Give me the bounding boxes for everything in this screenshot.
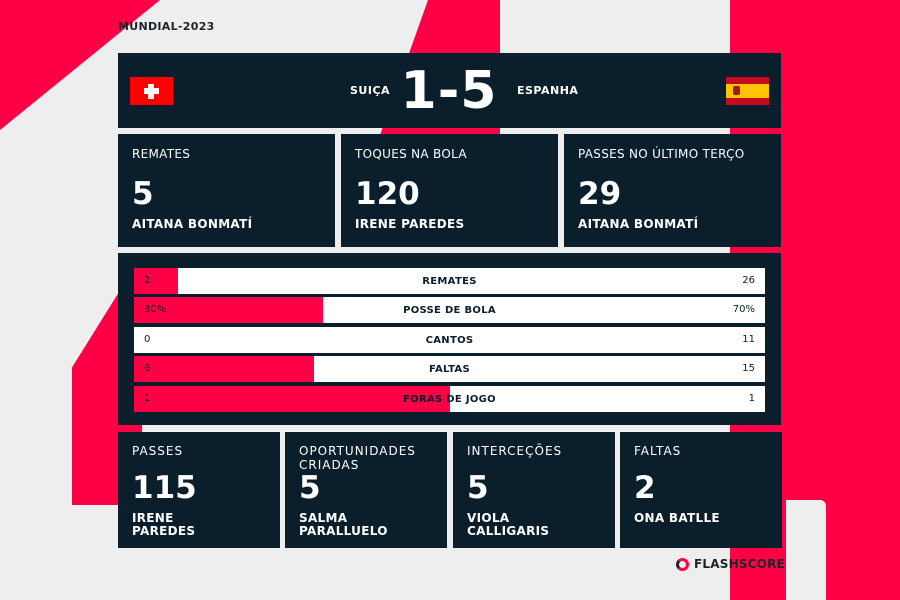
stat-name: FALTAS: [429, 364, 470, 375]
leader-player: IRENE PAREDES: [355, 217, 465, 231]
leader-value: 115: [132, 470, 197, 506]
leader-card-touches: TOQUES NA BOLA 120 IRENE PAREDES: [341, 134, 558, 247]
leader-value: 5: [132, 176, 154, 212]
leader-value: 5: [299, 470, 321, 506]
leader-label: PASSES NO ÚLTIMO TERÇO: [578, 147, 745, 161]
leader-value: 5: [467, 470, 489, 506]
leader-label: INTERCEÇÕES: [467, 444, 563, 458]
stat-home-value: 1: [144, 393, 151, 404]
leader-card-chances-created: OPORTUNIDADES CRIADAS 5 SALMA PARALLUELO: [285, 432, 447, 548]
stat-home-fill: [134, 297, 324, 323]
stat-away-value: 1: [748, 393, 755, 404]
leader-card-passes: PASSES 115 IRENE PAREDES: [118, 432, 280, 548]
leader-player: IRENE PAREDES: [132, 511, 196, 538]
stat-away-value: 70%: [732, 304, 755, 315]
stat-home-fill: [134, 268, 179, 294]
leader-value: 29: [578, 176, 622, 212]
leader-card-shots: REMATES 5 AITANA BONMATÍ: [118, 134, 335, 247]
leader-player: AITANA BONMATÍ: [578, 217, 699, 231]
score-header: SUIÇA 1-5 ESPANHA: [118, 53, 781, 128]
match-score: 1-5: [400, 61, 498, 121]
competition-label: MUNDIAL-2023: [118, 20, 215, 33]
stat-home-value: 2: [144, 275, 151, 286]
flashscore-logo: FLASHSCORE: [676, 557, 785, 571]
stat-home-value: 0: [144, 334, 151, 345]
away-team-name: ESPANHA: [517, 84, 579, 97]
leader-player: VIOLA CALLIGARIS: [467, 511, 550, 538]
stat-row-fouls: 6 FALTAS 15: [134, 356, 765, 382]
spain-flag-icon: [726, 77, 769, 105]
stat-row-shots: 2 REMATES 26: [134, 268, 765, 294]
leader-card-fouls: FALTAS 2 ONA BATLLE: [620, 432, 782, 548]
leader-label: REMATES: [132, 147, 191, 161]
team-stats-panel: 2 REMATES 26 30% POSSE DE BOLA 70% 0 CAN…: [118, 253, 781, 425]
swiss-flag-icon: [130, 77, 173, 105]
leader-label: OPORTUNIDADES CRIADAS: [299, 444, 416, 472]
stat-name: REMATES: [422, 276, 477, 287]
leader-value: 2: [634, 470, 656, 506]
stat-away-value: 26: [742, 275, 755, 286]
stat-name: CANTOS: [425, 335, 474, 346]
stat-home-value: 6: [144, 363, 151, 374]
stat-away-value: 15: [742, 363, 755, 374]
stat-home-fill: [134, 386, 450, 412]
stat-row-possession: 30% POSSE DE BOLA 70%: [134, 297, 765, 323]
leader-player: SALMA PARALLUELO: [299, 511, 388, 538]
decor-cutout: [786, 500, 826, 600]
stat-home-fill: [134, 356, 315, 382]
stat-row-corners: 0 CANTOS 11: [134, 327, 765, 353]
stat-away-value: 11: [742, 334, 755, 345]
stat-name: FORAS DE JOGO: [403, 394, 496, 405]
leader-label: PASSES: [132, 444, 184, 458]
leader-card-final-third-passes: PASSES NO ÚLTIMO TERÇO 29 AITANA BONMATÍ: [564, 134, 781, 247]
leader-player: ONA BATLLE: [634, 511, 720, 525]
leader-value: 120: [355, 176, 420, 212]
brand-name: FLASHSCORE: [694, 557, 785, 571]
home-team-name: SUIÇA: [350, 84, 391, 97]
leader-label: FALTAS: [634, 444, 682, 458]
leader-player: AITANA BONMATÍ: [132, 217, 253, 231]
leader-label: TOQUES NA BOLA: [355, 147, 467, 161]
stat-home-value: 30%: [144, 304, 167, 315]
flashscore-icon: [676, 557, 689, 571]
stat-row-offsides: 1 FORAS DE JOGO 1: [134, 386, 765, 412]
leader-card-interceptions: INTERCEÇÕES 5 VIOLA CALLIGARIS: [453, 432, 615, 548]
stat-name: POSSE DE BOLA: [403, 305, 496, 316]
